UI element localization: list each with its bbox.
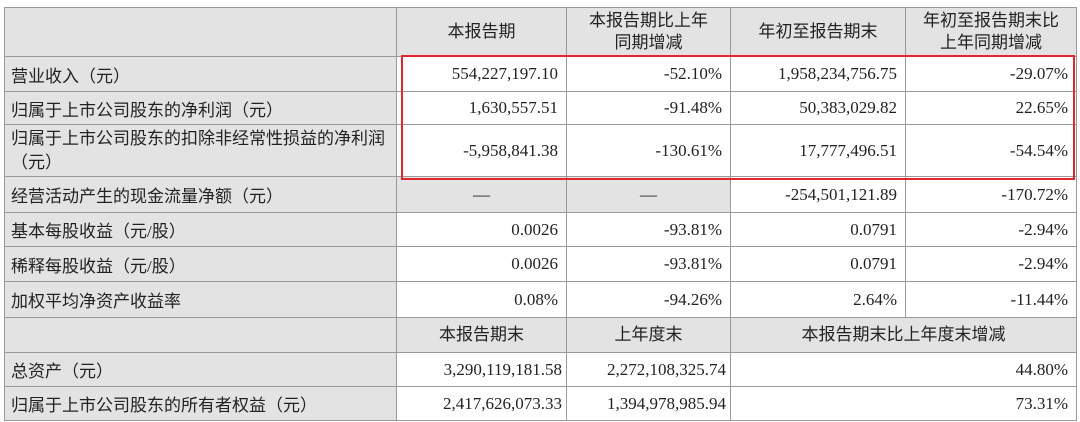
cell: -91.48% (566, 91, 731, 125)
cell: -29.07% (905, 56, 1077, 92)
cell: — (566, 176, 731, 213)
cell: -5,958,841.38 (396, 124, 567, 177)
cell: 2.64% (730, 281, 906, 318)
row-label: 营业收入（元） (4, 56, 397, 92)
row-label: 归属于上市公司股东的净利润（元） (4, 91, 397, 125)
cell: -11.44% (905, 281, 1077, 318)
cell: 1,958,234,756.75 (730, 56, 906, 92)
cell: 1,630,557.51 (396, 91, 567, 125)
header-row-2: 本报告期末 上年度末 本报告期末比上年度末增减 (4, 317, 1077, 353)
table-row: 营业收入（元） 554,227,197.10 -52.10% 1,958,234… (4, 56, 1077, 92)
financial-summary-table: 本报告期 本报告期比上年同期增减 年初至报告期末 年初至报告期末比上年同期增减 … (4, 7, 1077, 421)
table-row: 基本每股收益（元/股） 0.0026 -93.81% 0.0791 -2.94% (4, 212, 1077, 247)
header-cell: 本报告期末 (396, 317, 567, 353)
cell: 0.0791 (730, 246, 906, 282)
cell: -94.26% (566, 281, 731, 318)
cell: -2.94% (905, 212, 1077, 247)
table-row: 加权平均净资产收益率 0.08% -94.26% 2.64% -11.44% (4, 281, 1077, 318)
cell: 0.0026 (396, 246, 567, 282)
header-cell: 本报告期末比上年度末增减 (730, 317, 1077, 353)
cell: 0.0026 (396, 212, 567, 247)
cell: 50,383,029.82 (730, 91, 906, 125)
header-cell (4, 317, 397, 353)
row-label: 加权平均净资产收益率 (4, 281, 397, 318)
table-row: 归属于上市公司股东的所有者权益（元） 2,417,626,073.33 1,39… (4, 386, 1077, 421)
row-label: 总资产（元） (4, 352, 397, 387)
cell: 73.31% (730, 386, 1077, 421)
table-row: 归属于上市公司股东的净利润（元） 1,630,557.51 -91.48% 50… (4, 91, 1077, 125)
cell: 554,227,197.10 (396, 56, 567, 92)
cell: 2,272,108,325.74 (566, 352, 731, 387)
cell: -130.61% (566, 124, 731, 177)
cell: -52.10% (566, 56, 731, 92)
cell: 2,417,626,073.33 (396, 386, 567, 421)
cell: 17,777,496.51 (730, 124, 906, 177)
table-row: 经营活动产生的现金流量净额（元） — — -254,501,121.89 -17… (4, 176, 1077, 213)
row-label: 归属于上市公司股东的扣除非经常性损益的净利润（元） (4, 124, 397, 177)
cell: -2.94% (905, 246, 1077, 282)
cell: 1,394,978,985.94 (566, 386, 731, 421)
table-row: 总资产（元） 3,290,119,181.58 2,272,108,325.74… (4, 352, 1077, 387)
cell: 0.0791 (730, 212, 906, 247)
cell: -93.81% (566, 212, 731, 247)
row-label: 归属于上市公司股东的所有者权益（元） (4, 386, 397, 421)
cell: 0.08% (396, 281, 567, 318)
cell: -170.72% (905, 176, 1077, 213)
cell: — (396, 176, 567, 213)
header-cell: 年初至报告期末比上年同期增减 (905, 7, 1077, 57)
header-cell: 上年度末 (566, 317, 731, 353)
header-cell: 年初至报告期末 (730, 7, 906, 57)
table-row: 归属于上市公司股东的扣除非经常性损益的净利润（元） -5,958,841.38 … (4, 124, 1077, 177)
header-cell: 本报告期 (396, 7, 567, 57)
header-cell (4, 7, 397, 57)
row-label: 基本每股收益（元/股） (4, 212, 397, 247)
header-cell: 本报告期比上年同期增减 (566, 7, 731, 57)
cell: 3,290,119,181.58 (396, 352, 567, 387)
header-row: 本报告期 本报告期比上年同期增减 年初至报告期末 年初至报告期末比上年同期增减 (4, 7, 1077, 57)
cell: -54.54% (905, 124, 1077, 177)
cell: -93.81% (566, 246, 731, 282)
table-row: 稀释每股收益（元/股） 0.0026 -93.81% 0.0791 -2.94% (4, 246, 1077, 282)
row-label: 稀释每股收益（元/股） (4, 246, 397, 282)
row-label: 经营活动产生的现金流量净额（元） (4, 176, 397, 213)
cell: 22.65% (905, 91, 1077, 125)
cell: -254,501,121.89 (730, 176, 906, 213)
cell: 44.80% (730, 352, 1077, 387)
